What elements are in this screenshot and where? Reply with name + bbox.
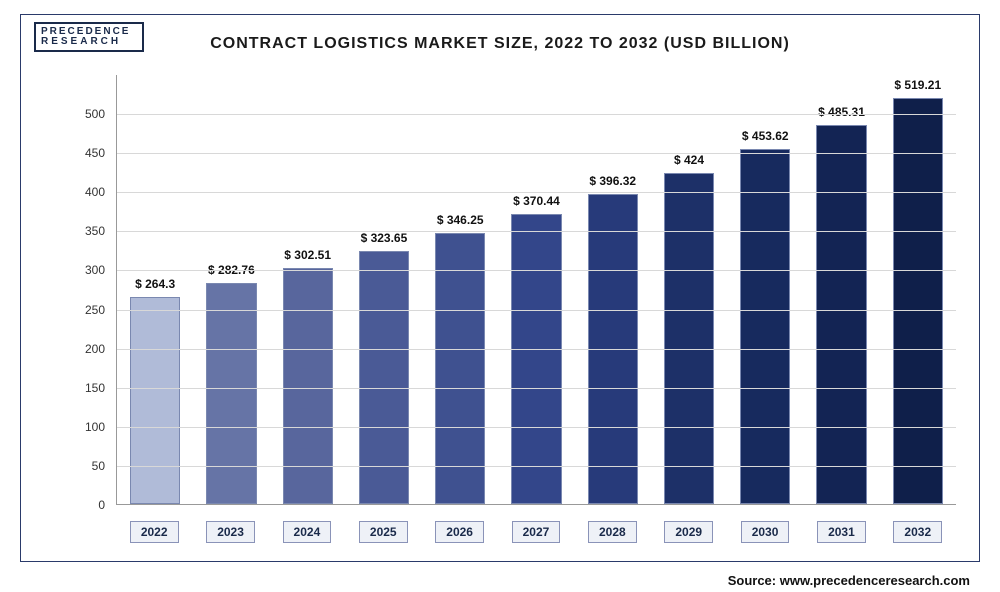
- bar-value-label: $ 485.31: [818, 105, 865, 119]
- grid-line: [117, 427, 956, 428]
- x-category-label: 2030: [741, 521, 790, 543]
- chart-title: CONTRACT LOGISTICS MARKET SIZE, 2022 TO …: [21, 35, 979, 53]
- y-tick-label: 500: [85, 107, 105, 121]
- x-label-box: 2028: [574, 521, 650, 543]
- grid-line: [117, 231, 956, 232]
- bar: [816, 125, 866, 504]
- bar: [130, 297, 180, 504]
- bar-value-label: $ 396.32: [589, 174, 636, 188]
- y-tick-label: 350: [85, 224, 105, 238]
- x-label-box: 2029: [651, 521, 727, 543]
- x-category-label: 2027: [512, 521, 561, 543]
- y-tick-label: 50: [92, 459, 105, 473]
- bar: [283, 268, 333, 505]
- x-category-label: 2028: [588, 521, 637, 543]
- y-tick-label: 300: [85, 263, 105, 277]
- x-label-box: 2032: [880, 521, 956, 543]
- bars-container: $ 264.3 $ 282.76 $ 302.51 $ 323.65 $ 346.25 $…: [117, 75, 956, 504]
- grid-line: [117, 466, 956, 467]
- y-tick-label: 450: [85, 146, 105, 160]
- bar-value-label: $ 346.25: [437, 213, 484, 227]
- bar-value-label: $ 519.21: [894, 78, 941, 92]
- bar: [435, 233, 485, 504]
- x-label-box: 2027: [498, 521, 574, 543]
- x-category-label: 2024: [283, 521, 332, 543]
- source-attribution: Source: www.precedenceresearch.com: [728, 573, 970, 588]
- bar: [511, 214, 561, 504]
- bar-slot: $ 323.65: [346, 75, 422, 504]
- bar: [740, 149, 790, 504]
- plot-area: 050100150200250300350400450500 $ 264.3$ …: [61, 75, 961, 505]
- bar-value-label: $ 370.44: [513, 194, 560, 208]
- bar: [893, 98, 943, 504]
- x-category-label: 2025: [359, 521, 408, 543]
- bar-value-label: $ 424: [674, 153, 704, 167]
- grid-line: [117, 310, 956, 311]
- x-axis-labels: 2022 2023 2024 2025 2026 2027 2028 2029 2030 2031…: [116, 521, 956, 543]
- bar-slot: $ 282.76: [193, 75, 269, 504]
- y-tick-label: 200: [85, 342, 105, 356]
- x-label-box: 2025: [345, 521, 421, 543]
- x-category-label: 2029: [664, 521, 713, 543]
- grid-line: [117, 192, 956, 193]
- y-tick-label: 150: [85, 381, 105, 395]
- y-axis: 050100150200250300350400450500: [61, 75, 111, 505]
- bar: [664, 173, 714, 504]
- grid-line: [117, 153, 956, 154]
- x-label-box: 2030: [727, 521, 803, 543]
- bar-slot: $ 519.21: [880, 75, 956, 504]
- bar-slot: $ 264.3: [117, 75, 193, 504]
- bar-slot: $ 424: [651, 75, 727, 504]
- y-tick-label: 100: [85, 420, 105, 434]
- y-tick-label: 400: [85, 185, 105, 199]
- y-tick-label: 250: [85, 303, 105, 317]
- x-category-label: 2031: [817, 521, 866, 543]
- brand-logo: PRECEDENCE RESEARCH: [34, 22, 144, 52]
- bar-slot: $ 396.32: [575, 75, 651, 504]
- bar-value-label: $ 302.51: [284, 248, 331, 262]
- x-category-label: 2026: [435, 521, 484, 543]
- grid-line: [117, 388, 956, 389]
- bar-slot: $ 302.51: [270, 75, 346, 504]
- x-label-box: 2023: [192, 521, 268, 543]
- bar-slot: $ 370.44: [498, 75, 574, 504]
- chart-frame: CONTRACT LOGISTICS MARKET SIZE, 2022 TO …: [20, 14, 980, 562]
- grid-line: [117, 270, 956, 271]
- x-label-box: 2024: [269, 521, 345, 543]
- bar: [206, 283, 256, 504]
- x-category-label: 2023: [206, 521, 255, 543]
- bar-value-label: $ 264.3: [135, 277, 175, 291]
- x-label-box: 2026: [421, 521, 497, 543]
- bar-slot: $ 453.62: [727, 75, 803, 504]
- grid-line: [117, 114, 956, 115]
- x-category-label: 2032: [893, 521, 942, 543]
- y-tick-label: 0: [98, 498, 105, 512]
- logo-line2: RESEARCH: [41, 37, 137, 47]
- x-category-label: 2022: [130, 521, 179, 543]
- x-label-box: 2022: [116, 521, 192, 543]
- bar-slot: $ 485.31: [803, 75, 879, 504]
- grid-line: [117, 349, 956, 350]
- grid-area: $ 264.3 $ 282.76 $ 302.51 $ 323.65 $ 346.25 $…: [116, 75, 956, 505]
- bar-value-label: $ 323.65: [361, 231, 408, 245]
- x-label-box: 2031: [803, 521, 879, 543]
- bar-value-label: $ 453.62: [742, 129, 789, 143]
- bar-slot: $ 346.25: [422, 75, 498, 504]
